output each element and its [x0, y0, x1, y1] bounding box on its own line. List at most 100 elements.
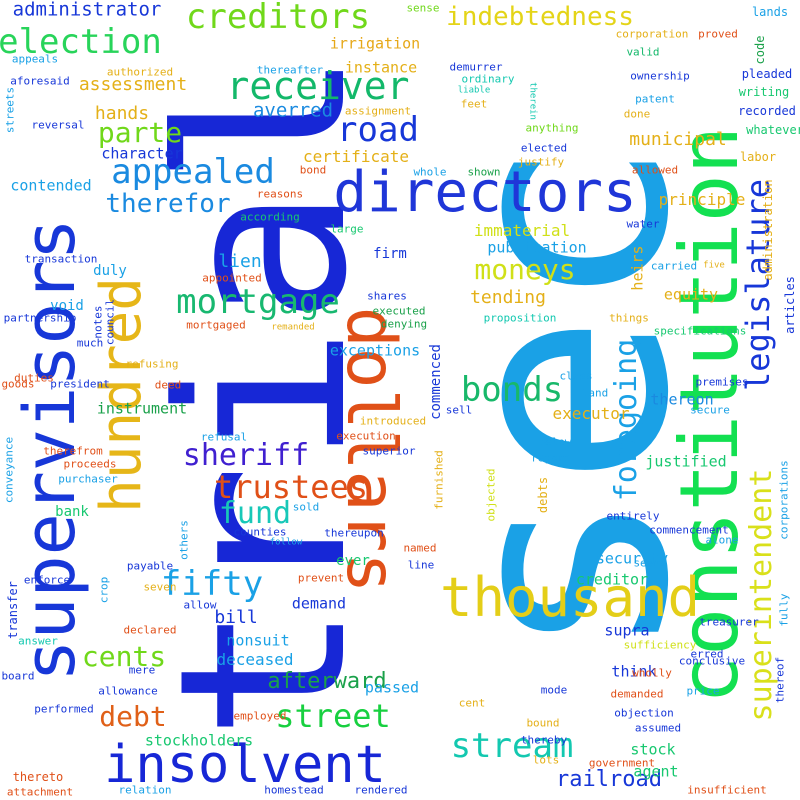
word: appealed	[111, 152, 275, 192]
word: named	[403, 541, 437, 555]
word: much	[76, 336, 104, 350]
word: thereupon	[324, 526, 384, 540]
word: rendered	[354, 783, 408, 797]
word: parte	[97, 116, 183, 149]
word: writing	[738, 85, 790, 99]
word: security	[595, 549, 669, 568]
word: lien	[218, 251, 262, 272]
word: road	[337, 110, 419, 150]
word: class	[559, 369, 593, 383]
word: administration	[761, 179, 775, 281]
word: reasons	[256, 187, 304, 201]
word: instrument	[96, 399, 188, 418]
word: street	[275, 697, 391, 735]
word: thousand	[439, 566, 701, 629]
word: proceeds	[63, 457, 117, 471]
word: insufficient	[687, 783, 767, 797]
word: council	[103, 298, 117, 346]
word: demand	[291, 594, 347, 613]
word: proposition	[483, 311, 557, 325]
word: lands	[751, 5, 789, 19]
word: reversal	[31, 118, 85, 132]
word: treasurer	[699, 615, 759, 629]
word: instance	[344, 58, 418, 77]
word: mere	[128, 663, 156, 677]
word: homestead	[264, 783, 324, 797]
word: below	[538, 435, 572, 449]
word: sense	[406, 1, 440, 15]
word: shown	[467, 165, 501, 179]
word: ownership	[630, 69, 690, 83]
word: moneys	[474, 253, 576, 286]
word: assignment	[344, 104, 412, 118]
word: justified	[645, 452, 727, 471]
word: allowance	[98, 684, 158, 698]
word: superior	[362, 444, 416, 458]
word: entirely	[606, 509, 660, 523]
word: administrator	[12, 0, 162, 21]
word: code	[753, 35, 767, 65]
word: demanded	[610, 687, 664, 701]
word: payable	[126, 559, 174, 573]
word: valid	[626, 45, 660, 59]
word: execution	[336, 429, 396, 443]
word: anything	[525, 121, 579, 135]
word: passed	[364, 678, 420, 697]
word: receiver	[226, 64, 410, 108]
word: water	[626, 217, 660, 231]
word: hands	[94, 103, 150, 124]
word: refusing	[125, 357, 179, 371]
word: goods	[1, 377, 35, 391]
word: bound	[526, 716, 560, 730]
word: proved	[698, 27, 738, 41]
word: certificate	[303, 147, 409, 166]
word: lots	[532, 753, 560, 767]
word: superintendent	[744, 468, 779, 722]
word: sold	[292, 500, 320, 514]
word: regard	[531, 451, 571, 465]
word: fifty	[160, 564, 264, 604]
word: therefor	[105, 189, 231, 219]
word: things	[609, 311, 649, 325]
word: answer	[18, 634, 58, 648]
word: articles	[783, 276, 797, 334]
word: seven	[143, 580, 177, 594]
word: averred	[252, 99, 334, 122]
word: agent	[633, 762, 679, 781]
word: elected	[520, 141, 568, 155]
word: ordinary	[461, 72, 515, 86]
word: follow	[269, 537, 303, 548]
word: enforce	[23, 573, 71, 587]
word: authorized	[106, 65, 174, 79]
word: corporations	[777, 460, 791, 540]
word: mortgage	[176, 282, 340, 322]
word: demurrer	[449, 60, 503, 74]
word: patent	[635, 92, 675, 106]
word: remanded	[271, 322, 315, 333]
word: pleaded	[741, 67, 793, 81]
word: thereto	[12, 770, 64, 784]
word: premises	[695, 375, 749, 389]
word: conveyance	[2, 436, 16, 504]
word: sell	[445, 403, 473, 417]
word: specifications	[653, 324, 747, 338]
word: tending	[470, 287, 546, 308]
word: justify	[517, 155, 565, 169]
word: irrigation	[329, 34, 421, 53]
word: duly	[93, 263, 127, 279]
word: thereafter	[256, 63, 324, 77]
word: five	[703, 260, 725, 271]
word: debts	[536, 476, 550, 514]
word: supra	[604, 621, 650, 640]
word: principle	[658, 190, 746, 209]
word: debt	[99, 700, 167, 733]
word: executed	[372, 304, 426, 318]
word: equity	[663, 285, 719, 304]
word: duties	[14, 371, 54, 385]
word: labor	[739, 150, 777, 164]
word: objection	[614, 706, 674, 720]
word: firm	[373, 246, 407, 262]
word: board	[1, 669, 35, 683]
word: introduced	[359, 414, 427, 428]
